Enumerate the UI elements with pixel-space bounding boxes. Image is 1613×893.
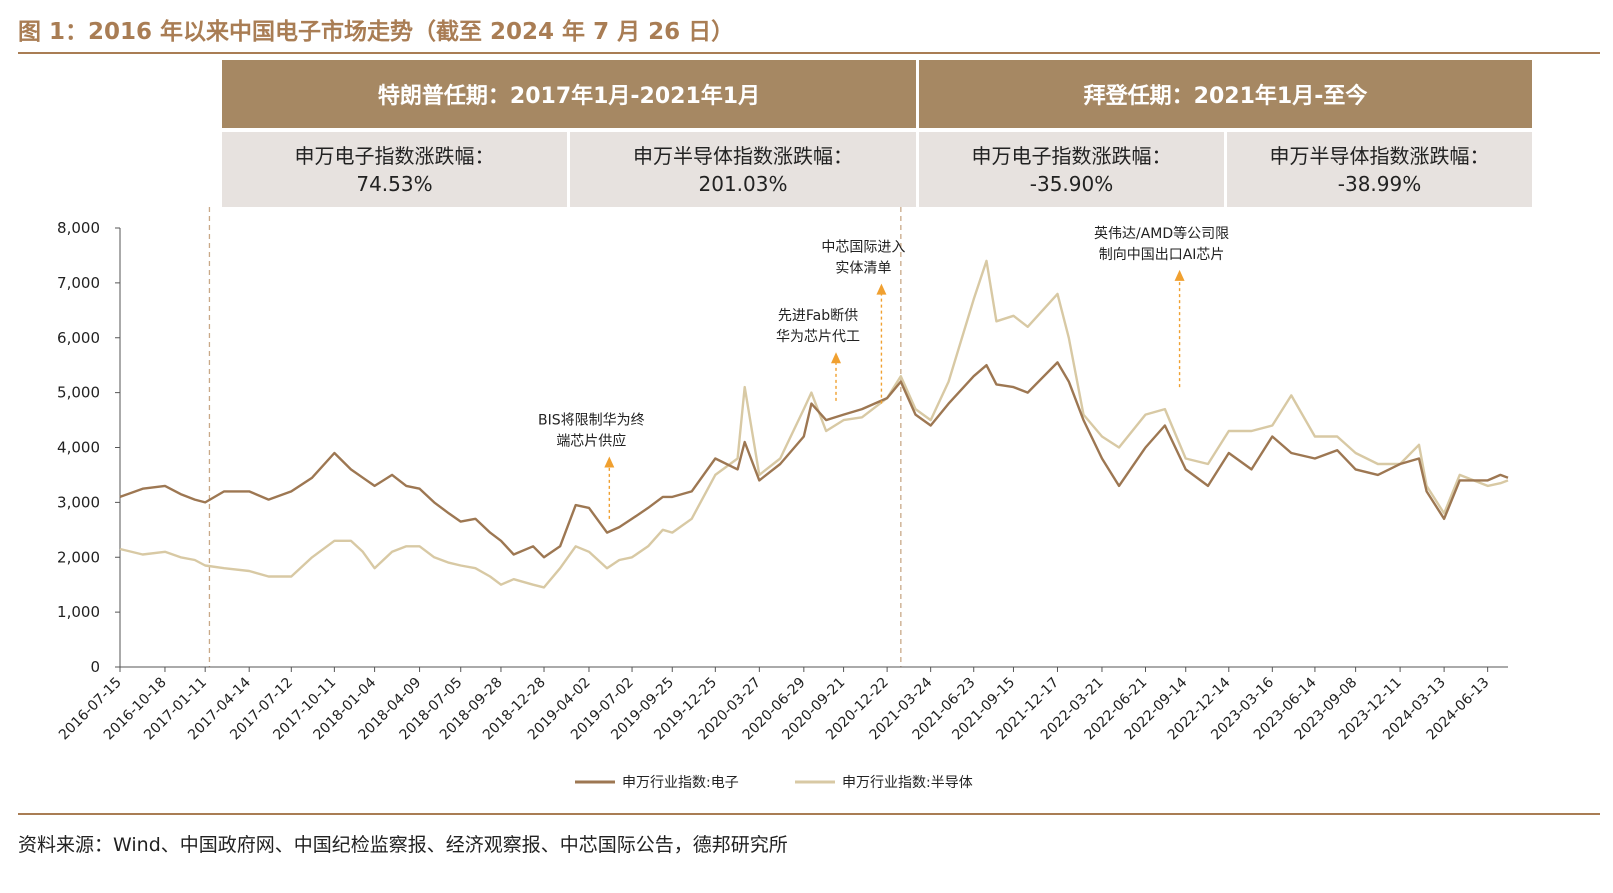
- y-tick-label: 3,000: [57, 493, 100, 511]
- stat-value: -38.99%: [1337, 171, 1422, 196]
- stat-cell-biden-electronics: 申万电子指数涨跌幅： -35.90%: [919, 132, 1224, 207]
- stat-label: 申万半导体指数涨跌幅：: [633, 143, 853, 168]
- stat-value: 201.03%: [698, 171, 788, 196]
- y-tick-label: 1,000: [57, 603, 100, 621]
- stat-label: 申万电子指数涨跌幅：: [971, 143, 1172, 168]
- legend-label-semiconductor: 申万行业指数:半导体: [842, 775, 973, 791]
- annotation-text: 端芯片供应: [556, 432, 626, 449]
- stat-value: 74.53%: [356, 171, 433, 196]
- y-tick-label: 6,000: [57, 329, 100, 347]
- y-tick-label: 2,000: [57, 548, 100, 566]
- annotation-arrow-head: [831, 352, 842, 364]
- annotation-arrow-head: [604, 456, 615, 468]
- annotation-text: 实体清单: [835, 261, 891, 277]
- y-tick-label: 0: [90, 658, 100, 676]
- period-header-trump: 特朗普任期：2017年1月-2021年1月: [222, 60, 916, 128]
- series-line-electronics: [119, 361, 1509, 559]
- y-tick-label: 5,000: [57, 384, 100, 402]
- line-chart: 8,000 7,000 6,000 5,000 4,000 3,000 2,000 1,000…: [56, 207, 1509, 791]
- annotation-text: 中芯国际进入: [821, 240, 905, 256]
- y-tick-label: 8,000: [57, 219, 100, 237]
- stat-cell-trump-semiconductor: 申万半导体指数涨跌幅： 201.03%: [570, 132, 916, 207]
- annotation-arrow-head: [876, 283, 887, 295]
- annotation-text: BIS将限制华为终: [538, 412, 645, 428]
- annotation-text: 英伟达/AMD等公司限: [1094, 225, 1229, 242]
- annotation-arrow-head: [1174, 269, 1185, 281]
- figure-title: 图 1：2016 年以来中国电子市场走势（截至 2024 年 7 月 26 日）: [18, 19, 735, 45]
- stat-label: 申万半导体指数涨跌幅：: [1269, 143, 1490, 168]
- y-tick-label: 7,000: [57, 274, 100, 292]
- annotation-text: 华为芯片代工: [776, 329, 860, 345]
- annotation-text: 先进Fab断供: [778, 308, 858, 324]
- stat-value: -35.90%: [1029, 171, 1114, 196]
- legend-label-electronics: 申万行业指数:电子: [622, 775, 739, 791]
- period-header-biden: 拜登任期：2021年1月-至今: [919, 60, 1532, 128]
- annotation-text: 制向中国出口AI芯片: [1099, 247, 1225, 263]
- source-note: 资料来源：Wind、中国政府网、中国纪检监察报、经济观察报、中芯国际公告，德邦研…: [18, 834, 788, 856]
- stat-cell-biden-semiconductor: 申万半导体指数涨跌幅： -38.99%: [1227, 132, 1532, 207]
- y-tick-label: 4,000: [57, 439, 100, 457]
- stat-cell-trump-electronics: 申万电子指数涨跌幅： 74.53%: [222, 132, 567, 207]
- stat-label: 申万电子指数涨跌幅：: [294, 143, 495, 168]
- bottom-rule: [18, 813, 1600, 815]
- top-rule: [18, 52, 1600, 54]
- series-line-semiconductor: [119, 259, 1509, 589]
